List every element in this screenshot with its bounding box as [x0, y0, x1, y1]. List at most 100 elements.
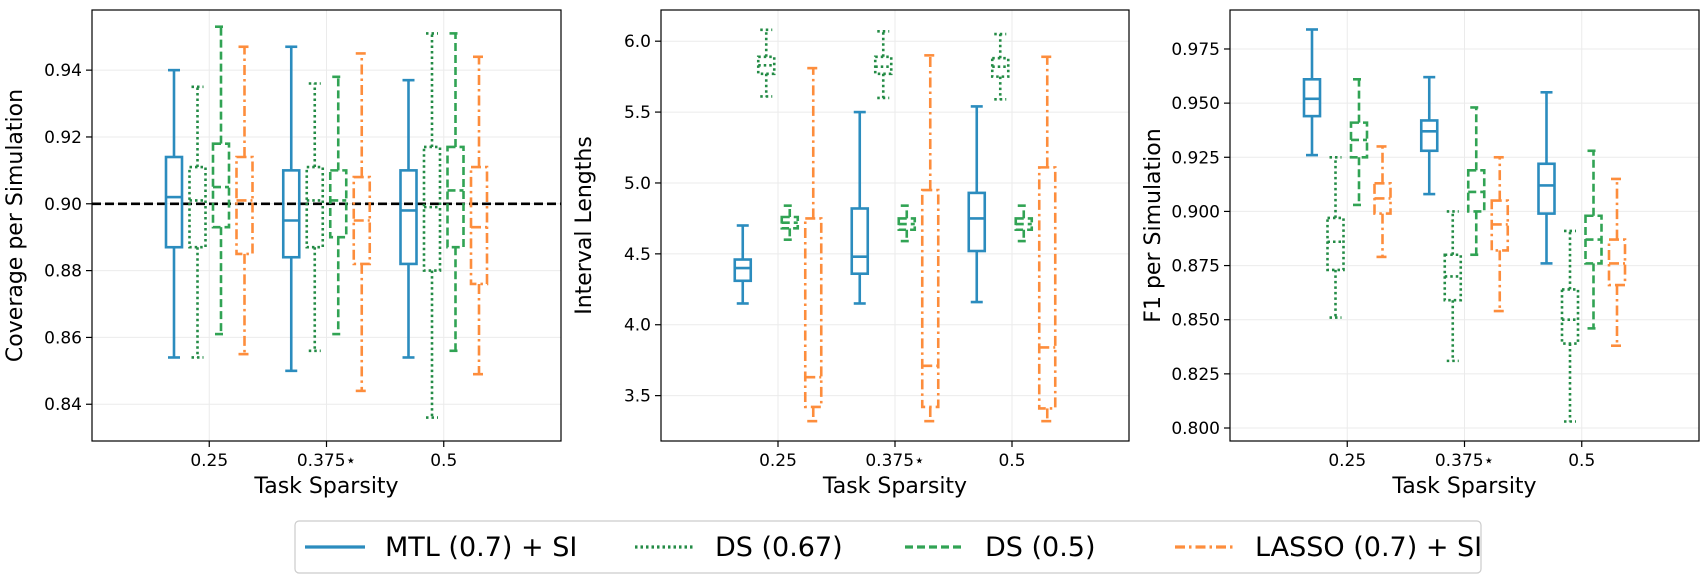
iqr-box [803, 217, 823, 409]
coverage-y-tick-label: 0.90 [44, 195, 82, 215]
legend-label-ds067: DS (0.67) [715, 532, 843, 563]
f1-box-ds05-2 [1584, 149, 1603, 330]
coverage-series-mtl [164, 45, 418, 373]
coverage-y-axis-label: Coverage per Simulation [3, 89, 28, 362]
coverage-y-tick-label: 0.84 [44, 395, 82, 415]
coverage-panel: 0.84 0.86 0.88 0.90 0.92 0.94 0.25 0.375⋆ 0.5 Tas… [3, 9, 562, 499]
f1-y-tick-label: 0.950 [1171, 94, 1220, 114]
interval-box-ds05-2 [1014, 204, 1034, 243]
interval-y-tick-label: 3.5 [624, 387, 651, 407]
f1-y-tick-label: 0.975 [1171, 40, 1220, 60]
interval-y-axis-label: Interval Lengths [572, 136, 597, 315]
coverage-y-tick-label: 0.88 [44, 262, 82, 282]
coverage-series-ds05 [211, 25, 465, 353]
iqr-box [305, 165, 325, 249]
f1-box-ds067-1 [1443, 210, 1463, 363]
legend-label-mtl: MTL (0.7) + SI [385, 532, 577, 563]
interval-box-ds067-2 [990, 32, 1010, 101]
coverage-box-ds05-0 [211, 25, 231, 336]
coverage-box-ds067-0 [188, 85, 207, 359]
interval-x-tick-label: 0.5 [998, 451, 1025, 471]
chart-panels: 0.84 0.86 0.88 0.90 0.92 0.94 0.25 0.375⋆ 0.5 Tas… [3, 9, 1700, 499]
interval-x-tick-label: 0.375⋆ [865, 451, 924, 471]
f1-y-tick-label: 0.825 [1171, 365, 1220, 385]
f1-x-tick-label: 0.25 [1328, 451, 1366, 471]
iqr-box [1419, 119, 1439, 153]
f1-box-mtl-2 [1537, 91, 1556, 265]
interval-box-lasso-1 [920, 54, 940, 423]
iqr-box [1349, 121, 1369, 159]
coverage-box-lasso-2 [469, 55, 489, 376]
interval-box-lasso-0 [803, 66, 823, 423]
iqr-box [399, 169, 418, 266]
coverage-x-tick-label: 0.375⋆ [297, 451, 356, 471]
iqr-box [967, 191, 987, 253]
legend-item-ds067: DS (0.67) [635, 532, 843, 563]
iqr-box [328, 169, 348, 239]
f1-box-ds05-1 [1466, 106, 1486, 257]
iqr-box [1326, 216, 1345, 272]
legend-label-lasso: LASSO (0.7) + SI [1255, 532, 1482, 563]
iqr-box [281, 169, 301, 259]
f1-box-ds067-2 [1560, 229, 1580, 423]
interval-series-mtl [733, 105, 987, 305]
f1-y-tick-label: 0.925 [1171, 148, 1220, 168]
f1-box-mtl-1 [1419, 75, 1439, 196]
f1-y-axis-label: F1 per Simulation [1141, 128, 1166, 322]
f1-y-tick-label: 0.850 [1171, 311, 1220, 331]
coverage-box-ds067-2 [422, 32, 442, 419]
interval-box-ds067-0 [756, 28, 776, 98]
f1-y-tick-label: 0.800 [1171, 419, 1220, 439]
coverage-x-tick-label: 0.25 [190, 451, 228, 471]
f1-series-lasso [1373, 145, 1627, 348]
f1-box-ds05-0 [1349, 78, 1369, 207]
iqr-box [469, 165, 489, 286]
legend-item-ds05: DS (0.5) [905, 532, 1096, 563]
interval-x-axis-label: Task Sparsity [822, 474, 967, 499]
iqr-box [733, 258, 753, 283]
f1-x-tick-label: 0.375⋆ [1435, 451, 1494, 471]
f1-series-mtl [1302, 28, 1556, 265]
interval-y-tick-label: 4.0 [624, 316, 651, 336]
interval-box-lasso-2 [1037, 55, 1057, 423]
f1-box-lasso-0 [1373, 145, 1392, 259]
interval-y-tick-label: 5.0 [624, 174, 651, 194]
interval-x-tick-label: 0.25 [759, 451, 797, 471]
iqr-box [164, 155, 184, 249]
coverage-box-mtl-2 [399, 78, 418, 359]
legend: MTL (0.7) + SI DS (0.67) DS (0.5) LASSO (0.… [294, 520, 1482, 574]
coverage-series-lasso [235, 45, 489, 393]
f1-box-lasso-2 [1607, 177, 1627, 348]
interval-box-ds05-0 [780, 204, 800, 241]
coverage-box-mtl-0 [164, 68, 184, 359]
iqr-box [235, 155, 254, 256]
f1-box-lasso-1 [1490, 155, 1510, 313]
iqr-box [990, 56, 1010, 78]
f1-box-ds067-0 [1326, 155, 1345, 319]
iqr-box [446, 145, 465, 249]
iqr-box [352, 175, 372, 266]
coverage-box-lasso-0 [235, 45, 254, 356]
interval-y-tick-label: 4.5 [624, 245, 651, 265]
iqr-box [188, 165, 207, 249]
coverage-y-tick-label: 0.86 [44, 328, 82, 348]
iqr-box [422, 145, 442, 272]
interval-box-mtl-2 [967, 105, 987, 304]
f1-x-axis-label: Task Sparsity [1391, 474, 1536, 499]
interval-panel: 3.5 4.0 4.5 5.0 5.5 6.0 0.25 0.375⋆ 0.5 Task Spar… [572, 9, 1130, 499]
iqr-box [1037, 166, 1057, 410]
interval-series-ds05 [780, 204, 1034, 243]
legend-frame [294, 520, 1482, 574]
coverage-box-ds05-2 [446, 32, 465, 353]
f1-series-ds067 [1326, 155, 1580, 423]
iqr-box [211, 142, 231, 229]
interval-y-tick-label: 5.5 [624, 103, 651, 123]
coverage-y-tick-label: 0.94 [44, 61, 82, 81]
coverage-y-tick-label: 0.92 [44, 128, 82, 148]
iqr-box [850, 207, 870, 276]
interval-box-ds05-1 [897, 204, 917, 243]
iqr-box [1607, 238, 1627, 287]
iqr-box [1560, 288, 1580, 345]
